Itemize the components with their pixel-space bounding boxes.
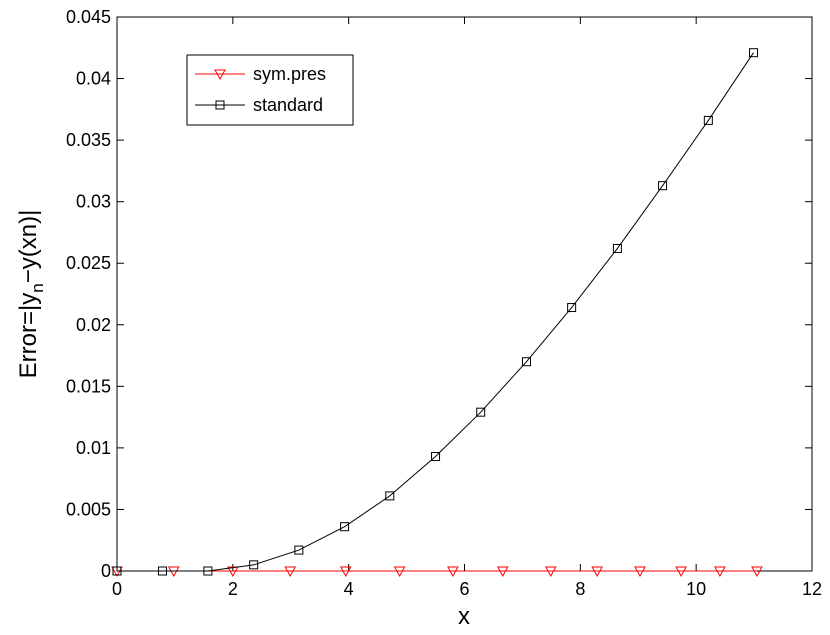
marker (612, 243, 622, 253)
y-tick-label: 0.01 (76, 438, 111, 458)
marker (496, 566, 509, 578)
marker (214, 69, 226, 81)
marker (226, 566, 239, 578)
marker (157, 566, 167, 576)
y-axis-label-subscript: n (28, 283, 47, 292)
marker (339, 566, 352, 578)
series-line (117, 52, 754, 572)
marker (340, 522, 350, 532)
legend: sym.pres standard (186, 54, 354, 126)
y-axis-label-part: −y(xn)| (15, 210, 42, 284)
marker (751, 566, 763, 578)
marker (385, 491, 395, 501)
y-tick-label: 0.03 (76, 192, 111, 212)
marker (476, 407, 486, 417)
legend-box (186, 54, 354, 126)
y-tick-label: 0 (101, 561, 111, 581)
y-tick-label: 0.04 (76, 69, 111, 89)
y-tick-label: 0.015 (66, 376, 111, 396)
y-tick-label: 0.02 (76, 315, 111, 335)
marker (714, 566, 726, 578)
marker (447, 566, 459, 578)
marker (249, 560, 259, 570)
marker (703, 115, 713, 125)
x-axis-label: x (458, 603, 470, 630)
legend-label: standard (253, 95, 323, 115)
x-tick-label: 2 (228, 579, 238, 599)
x-tick-label: 4 (344, 579, 354, 599)
marker (634, 566, 646, 578)
x-tick-label: 8 (575, 579, 585, 599)
marker (521, 357, 531, 367)
legend-label: sym.pres (253, 64, 326, 84)
marker (294, 545, 304, 555)
marker (203, 566, 213, 576)
marker (658, 181, 668, 191)
marker (431, 452, 441, 462)
marker (215, 100, 225, 110)
marker (675, 566, 687, 578)
x-tick-label: 12 (802, 579, 822, 599)
y-tick-label: 0.035 (66, 130, 111, 150)
y-axis-label: Error=|yn−y(xn)| (15, 210, 47, 379)
y-tick-label: 0.005 (66, 499, 111, 519)
marker (393, 566, 406, 578)
y-axis-label-part: Error=|y (15, 293, 42, 379)
y-tick-label: 0.025 (66, 253, 111, 273)
marker (591, 566, 603, 578)
marker (749, 48, 759, 58)
marker (284, 566, 297, 578)
marker (544, 566, 557, 578)
x-tick-label: 0 (112, 579, 122, 599)
marker (567, 303, 577, 313)
y-tick-label: 0.045 (66, 7, 111, 27)
marker (112, 566, 122, 576)
x-tick-label: 6 (459, 579, 469, 599)
x-tick-label: 10 (686, 579, 706, 599)
